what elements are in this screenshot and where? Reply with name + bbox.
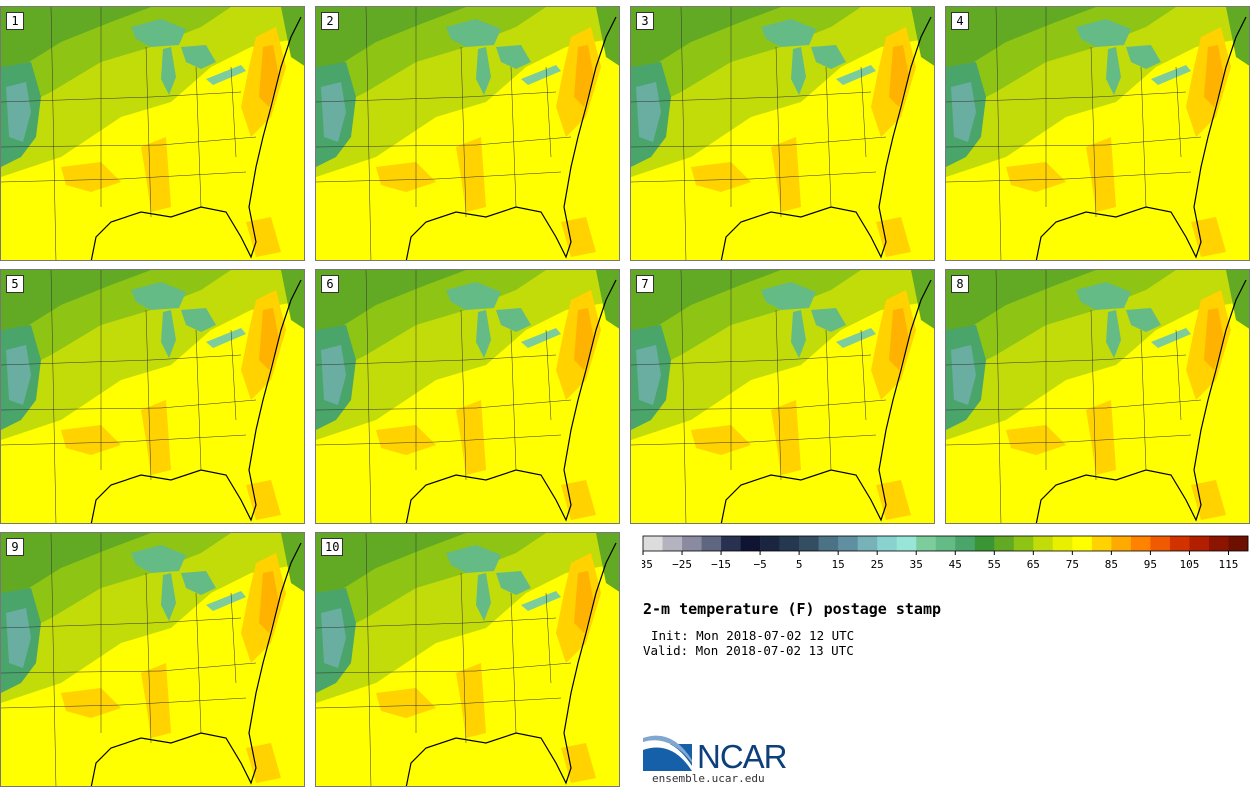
colorbar-swatch — [701, 536, 722, 551]
colorbar-tick-label: 75 — [1066, 558, 1079, 571]
map-panel: 5 — [0, 269, 305, 524]
colorbar-swatch — [740, 536, 761, 551]
colorbar-swatch — [1169, 536, 1190, 551]
colorbar-swatch — [994, 536, 1015, 551]
colorbar-swatch — [1208, 536, 1229, 551]
map-title: 2-m temperature (F) postage stamp — [643, 600, 942, 618]
colorbar-swatch — [643, 536, 663, 551]
colorbar-swatch — [857, 536, 878, 551]
member-number: 2 — [321, 12, 339, 30]
colorbar-swatch — [896, 536, 917, 551]
map-panel: 10 — [315, 532, 620, 787]
member-number: 5 — [6, 275, 24, 293]
colorbar-tick-label: 15 — [832, 558, 845, 571]
colorbar-swatch — [955, 536, 976, 551]
colorbar-swatch — [682, 536, 702, 551]
colorbar-swatch — [1052, 536, 1073, 551]
colorbar-tick-label: 65 — [1027, 558, 1040, 571]
time-info: Init: Mon 2018-07-02 12 UTC Valid: Mon 20… — [643, 628, 854, 658]
colorbar-swatch — [662, 536, 683, 551]
map-panel: 6 — [315, 269, 620, 524]
colorbar-tick-label: 105 — [1180, 558, 1200, 571]
colorbar-swatch — [916, 536, 937, 551]
colorbar-tick-label: 45 — [949, 558, 962, 571]
colorbar-swatch — [838, 536, 858, 551]
member-number: 7 — [636, 275, 654, 293]
colorbar-swatch — [974, 536, 995, 551]
colorbar-swatch — [818, 536, 839, 551]
valid-time: Valid: Mon 2018-07-02 13 UTC — [643, 643, 854, 658]
member-number: 4 — [951, 12, 969, 30]
colorbar-swatch — [1150, 536, 1171, 551]
map-panel: 9 — [0, 532, 305, 787]
colorbar-swatch — [760, 536, 780, 551]
ncar-logo — [643, 735, 692, 771]
colorbar-tick-label: 25 — [871, 558, 884, 571]
colorbar-swatch — [1033, 536, 1054, 551]
colorbar-swatch — [1130, 536, 1151, 551]
colorbar-swatch — [1228, 536, 1249, 551]
member-number: 10 — [321, 538, 344, 556]
init-time: Init: Mon 2018-07-02 12 UTC — [651, 628, 855, 643]
map-panel: 8 — [945, 269, 1250, 524]
colorbar-swatch — [1013, 536, 1034, 551]
member-number: 1 — [6, 12, 24, 30]
colorbar-tick-label: 55 — [988, 558, 1001, 571]
logo-wordmark: NCAR — [697, 738, 788, 775]
colorbar-swatch — [721, 536, 741, 551]
colorbar-swatch — [935, 536, 956, 551]
map-panel: 1 — [0, 6, 305, 261]
colorbar-tick-label: 5 — [796, 558, 803, 571]
logo-url: ensemble.ucar.edu — [652, 772, 765, 785]
colorbar-swatch — [799, 536, 819, 551]
colorbar: −35 −25 −15 −5 5 15 25 35 45 55 65 75 85 95 105 115 — [642, 535, 1249, 571]
colorbar-swatch — [877, 536, 898, 551]
map-panel: 3 — [630, 6, 935, 261]
colorbar-swatch — [1072, 536, 1093, 551]
colorbar-tick-label: −5 — [753, 558, 766, 571]
map-panel: 7 — [630, 269, 935, 524]
colorbar-tick-label: 85 — [1105, 558, 1118, 571]
colorbar-tick-label: 115 — [1219, 558, 1239, 571]
colorbar-swatch — [1189, 536, 1210, 551]
colorbar-tick-label: −35 — [642, 558, 653, 571]
colorbar-swatch — [1091, 536, 1112, 551]
colorbar-swatch — [1111, 536, 1132, 551]
colorbar-tick-label: 35 — [910, 558, 923, 571]
colorbar-swatch — [779, 536, 800, 551]
member-number: 9 — [6, 538, 24, 556]
colorbar-tick-label: −15 — [711, 558, 731, 571]
colorbar-tick-label: 95 — [1144, 558, 1157, 571]
map-panel: 4 — [945, 6, 1250, 261]
member-number: 8 — [951, 275, 969, 293]
map-panel: 2 — [315, 6, 620, 261]
colorbar-tick-label: −25 — [672, 558, 692, 571]
member-number: 3 — [636, 12, 654, 30]
member-number: 6 — [321, 275, 339, 293]
